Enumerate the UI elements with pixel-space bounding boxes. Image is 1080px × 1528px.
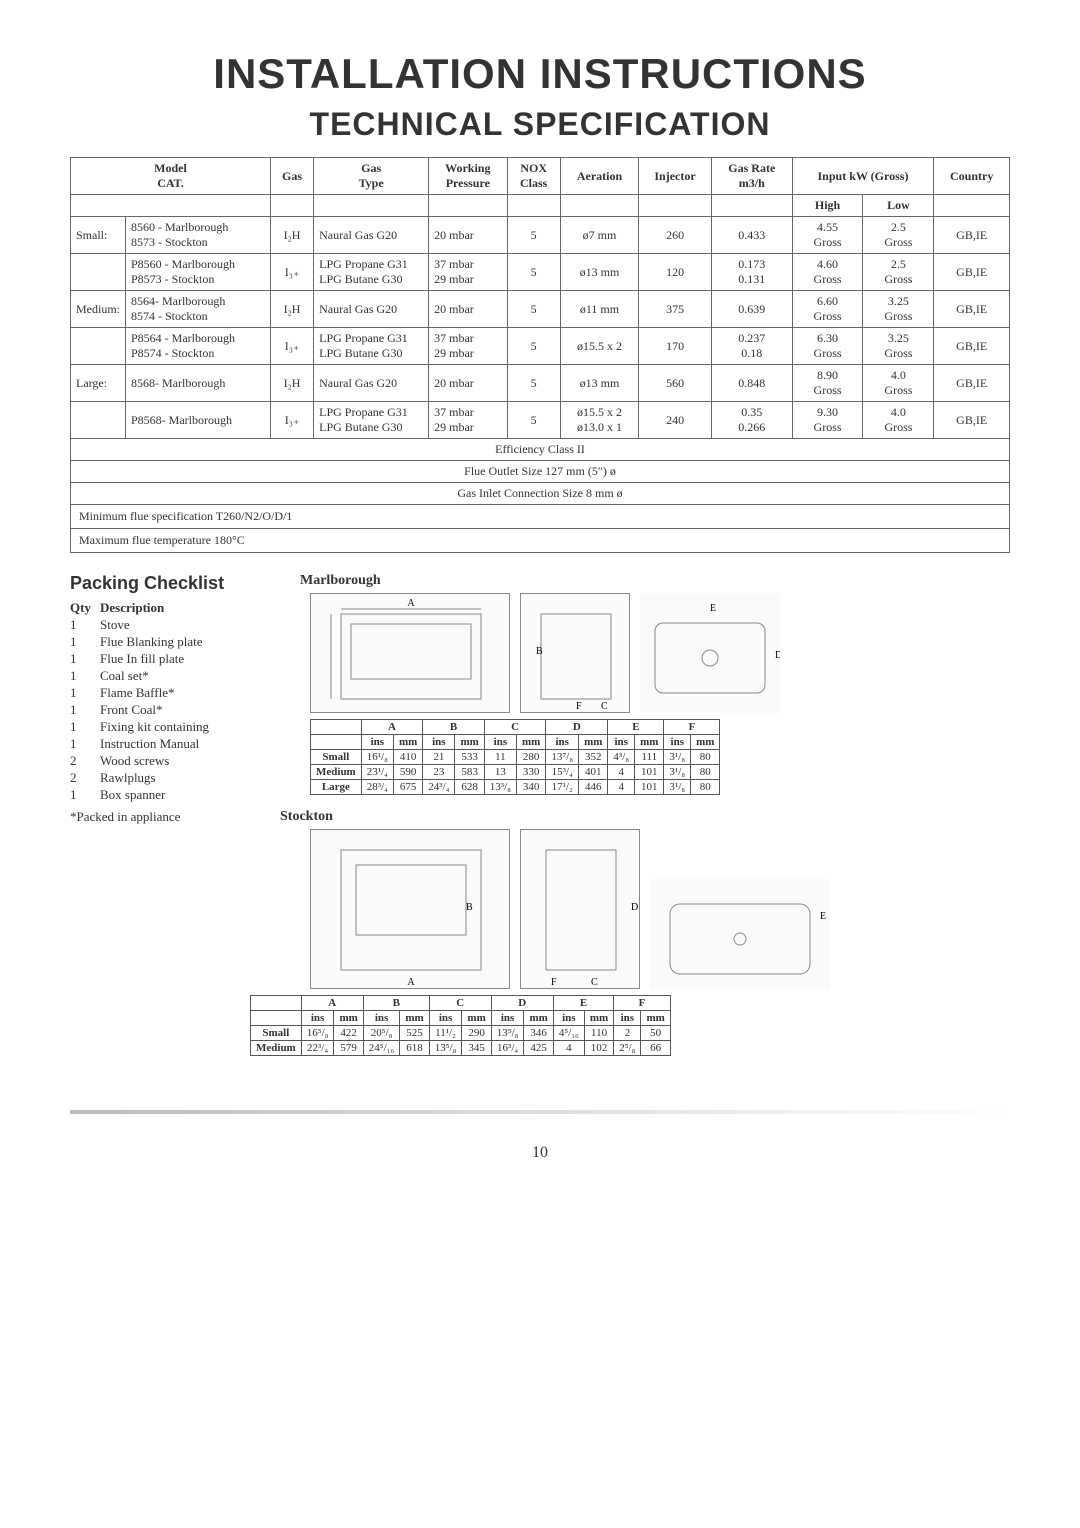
svg-text:F: F <box>576 701 582 712</box>
checklist-desc: Rawlplugs <box>100 770 156 786</box>
checklist-qty: 1 <box>70 668 84 684</box>
checklist-qty: 1 <box>70 702 84 718</box>
maxtemp-note: Maximum flue temperature 180°C <box>71 529 1010 553</box>
checklist-desc: Fixing kit containing <box>100 719 209 735</box>
checklist-head-qty: Qty <box>70 600 84 616</box>
inlet-note: Gas Inlet Connection Size 8 mm ø <box>71 483 1010 505</box>
checklist-desc: Wood screws <box>100 753 169 769</box>
th-nox: NOX Class <box>507 158 560 195</box>
th-country: Country <box>934 158 1010 195</box>
svg-text:C: C <box>591 977 598 988</box>
svg-text:D: D <box>775 650 780 661</box>
checklist-qty: 1 <box>70 736 84 752</box>
checklist-desc: Flue In fill plate <box>100 651 184 667</box>
stockton-dim-table: ABCDEFinsmminsmminsmminsmminsmminsmmSmal… <box>250 995 671 1056</box>
stove-side-icon: F C D <box>521 830 641 990</box>
th-input: Input kW (Gross) <box>792 158 934 195</box>
checklist-qty: 1 <box>70 651 84 667</box>
checklist-head-desc: Description <box>100 600 164 616</box>
stockton-label: Stockton <box>280 809 980 825</box>
stove-top-icon: E <box>650 879 830 989</box>
svg-text:F: F <box>551 977 557 988</box>
svg-text:A: A <box>407 598 415 609</box>
svg-text:D: D <box>631 902 638 913</box>
marlborough-dim-table: ABCDEFinsmminsmminsmminsmminsmminsmmSmal… <box>310 719 720 795</box>
stove-top-icon: ED <box>640 593 780 713</box>
checklist-desc: Stove <box>100 617 130 633</box>
checklist-qty: 2 <box>70 753 84 769</box>
marlborough-label: Marlborough <box>300 573 1000 589</box>
svg-text:C: C <box>601 701 608 712</box>
th-gas: Gas <box>271 158 314 195</box>
checklist-title: Packing Checklist <box>70 573 290 594</box>
flue-note: Flue Outlet Size 127 mm (5″) ø <box>71 461 1010 483</box>
checklist-desc: Instruction Manual <box>100 736 199 752</box>
footer-rule <box>70 1110 1010 1114</box>
packed-note: *Packed in appliance <box>70 809 290 825</box>
marlborough-diagrams: A BFC ED <box>310 593 1010 713</box>
th-working: Working Pressure <box>429 158 507 195</box>
checklist-desc: Flue Blanking plate <box>100 634 203 650</box>
th-low: Low <box>863 195 934 217</box>
svg-text:E: E <box>710 603 716 614</box>
svg-text:E: E <box>820 911 826 922</box>
checklist-desc: Front Coal* <box>100 702 162 718</box>
stove-front-icon: A <box>311 594 511 714</box>
svg-text:B: B <box>466 902 473 913</box>
th-high: High <box>792 195 863 217</box>
page-subtitle: TECHNICAL SPECIFICATION <box>70 106 1010 143</box>
checklist-desc: Box spanner <box>100 787 165 803</box>
spec-table: Model CAT. Gas Gas Type Working Pressure… <box>70 157 1010 553</box>
checklist-qty: 1 <box>70 787 84 803</box>
svg-text:A: A <box>407 977 415 988</box>
checklist-desc: Flame Baffle* <box>100 685 175 701</box>
page-number: 10 <box>70 1144 1010 1162</box>
th-aeration: Aeration <box>560 158 638 195</box>
svg-text:B: B <box>536 646 543 657</box>
checklist-qty: 1 <box>70 719 84 735</box>
stove-side-icon: B F C <box>521 594 631 714</box>
stockton-diagrams: AB FCD E <box>310 829 1010 989</box>
th-gasrate: Gas Rate m3/h <box>711 158 792 195</box>
checklist-qty: 2 <box>70 770 84 786</box>
th-gastype: Gas Type <box>314 158 429 195</box>
th-model: Model CAT. <box>71 158 271 195</box>
th-injector: Injector <box>639 158 712 195</box>
checklist-qty: 1 <box>70 617 84 633</box>
page-title: INSTALLATION INSTRUCTIONS <box>70 50 1010 98</box>
checklist-desc: Coal set* <box>100 668 149 684</box>
checklist-qty: 1 <box>70 685 84 701</box>
stove-front-icon: AB <box>311 830 511 990</box>
minflue-note: Minimum flue specification T260/N2/O/D/1 <box>71 505 1010 529</box>
efficiency-note: Efficiency Class II <box>71 439 1010 461</box>
checklist-qty: 1 <box>70 634 84 650</box>
